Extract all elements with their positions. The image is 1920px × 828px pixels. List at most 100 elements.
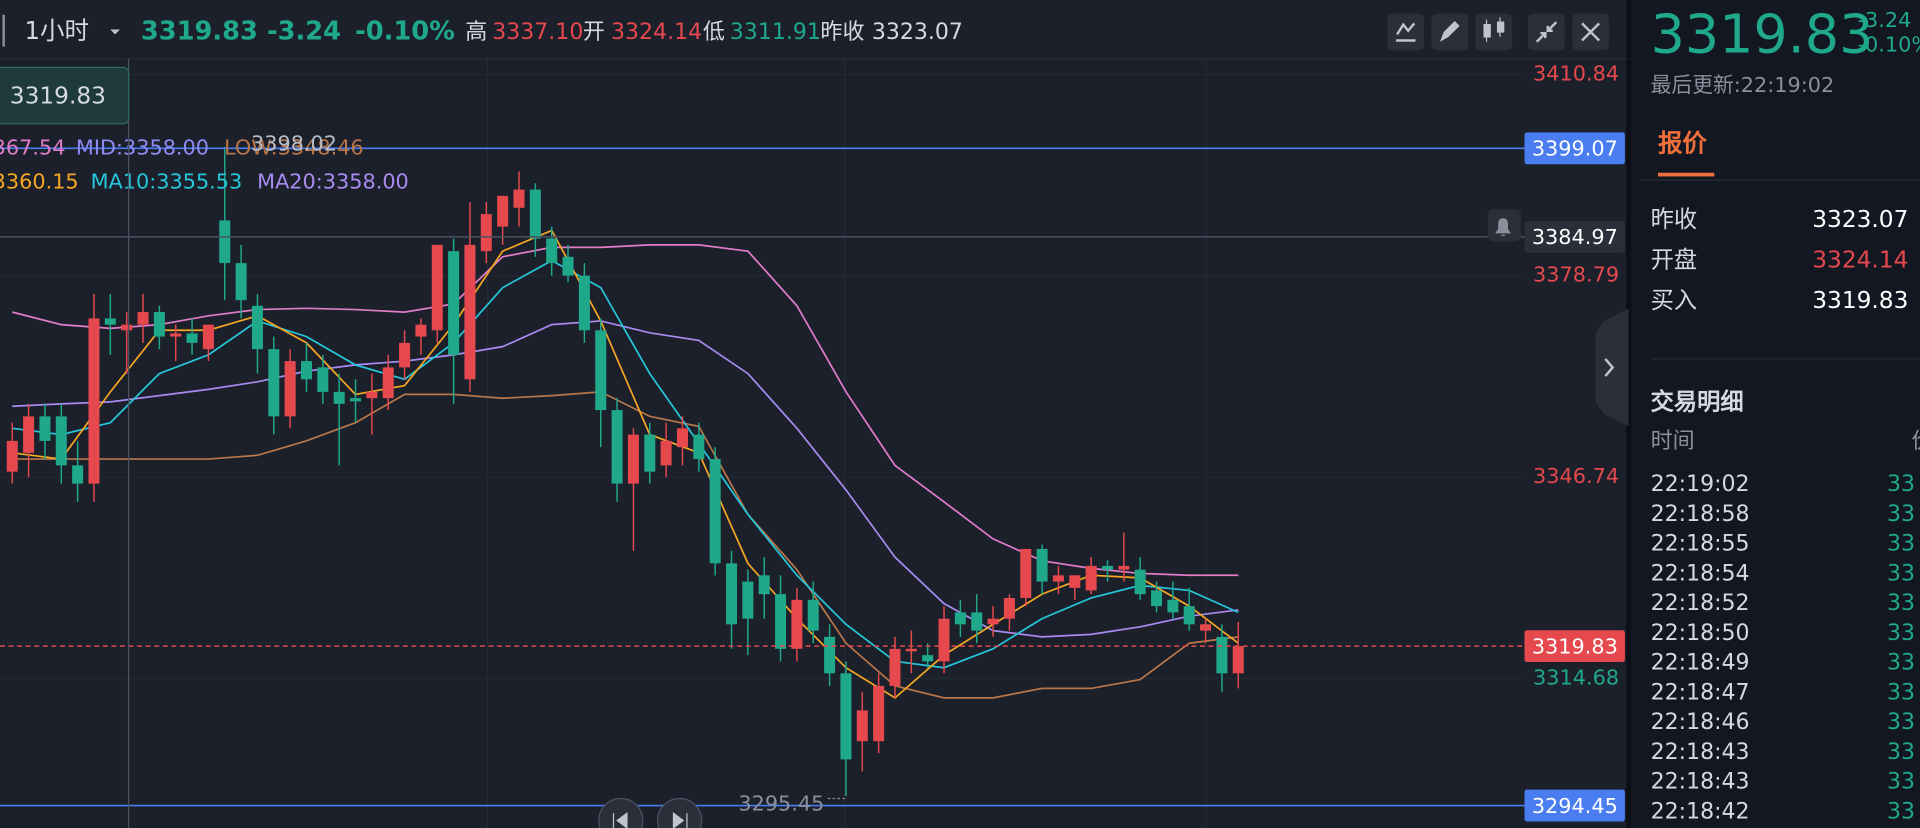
candle-body xyxy=(1003,597,1015,619)
candle-body xyxy=(873,685,885,742)
high-note: 3398.02 xyxy=(251,132,337,156)
legend-entry: 3360.15 xyxy=(0,170,79,194)
candle-body xyxy=(1036,548,1048,582)
legend-entry: MA10:3355.53 xyxy=(91,170,243,194)
candle-body xyxy=(1134,569,1146,595)
candle-body xyxy=(1216,636,1228,674)
candle-body xyxy=(840,673,852,760)
tab[interactable]: 报价 xyxy=(1658,129,1707,158)
candle-body xyxy=(366,391,378,399)
candle-body xyxy=(775,594,787,649)
candle-body xyxy=(497,195,509,227)
candle-body xyxy=(202,324,214,350)
trade-price: 33 xyxy=(1887,799,1915,824)
button[interactable] xyxy=(1475,13,1513,51)
low-label: 低 xyxy=(703,20,725,45)
candle-body xyxy=(513,189,525,208)
price-label: 3399.07 xyxy=(1532,137,1618,161)
candle-body xyxy=(121,324,133,331)
y-tick-label: 3346.74 xyxy=(1533,464,1619,488)
change: -3.24 xyxy=(267,16,341,46)
button[interactable] xyxy=(1387,13,1425,51)
trade-price: 33 xyxy=(1887,502,1915,527)
candle-body xyxy=(1200,624,1212,631)
icon xyxy=(1483,17,1505,42)
trade-time: 22:18:54 xyxy=(1651,561,1750,586)
candle-body xyxy=(611,410,623,484)
quote-value: 3319.83 xyxy=(1812,287,1908,314)
next-button[interactable] xyxy=(656,797,703,828)
candle-body xyxy=(1020,548,1032,598)
interval[interactable]: 1小时 xyxy=(24,16,89,45)
trade-time: 22:18:47 xyxy=(1651,680,1750,705)
candle-body xyxy=(39,416,51,441)
icon xyxy=(1581,22,1601,42)
panel-bg xyxy=(1631,0,1920,828)
icon xyxy=(1535,21,1558,43)
tab-underline xyxy=(1657,172,1715,177)
trades-title: 交易明细 xyxy=(1651,388,1744,415)
candle-body xyxy=(938,618,950,662)
panel-change: -3.24 xyxy=(1858,8,1912,32)
quote-value: 3323.07 xyxy=(1812,206,1908,233)
candle-body xyxy=(88,318,100,484)
panel-change-pct: -0.10% xyxy=(1858,32,1920,56)
candle-body xyxy=(905,648,917,652)
prev-button[interactable] xyxy=(598,797,644,828)
candle-body xyxy=(382,367,394,399)
candle-body xyxy=(791,599,803,649)
candle-body xyxy=(627,434,639,484)
trade-price: 33 xyxy=(1887,621,1915,646)
candle-body xyxy=(268,349,280,417)
chart-bg xyxy=(0,0,1631,828)
candle-body xyxy=(709,459,721,564)
bell-icon xyxy=(1495,218,1511,236)
candle-body xyxy=(1101,565,1113,570)
candle-body xyxy=(693,434,705,460)
candle-body xyxy=(464,244,476,380)
price-label-bg xyxy=(1524,789,1625,822)
trade-time: 22:18:58 xyxy=(1651,502,1750,527)
candle-body xyxy=(1183,606,1195,625)
candle-body xyxy=(676,428,688,448)
open-label: 开 xyxy=(583,20,605,45)
candle-body xyxy=(954,612,966,625)
trade-time: 22:18:43 xyxy=(1651,770,1750,795)
trade-time: 22:18:55 xyxy=(1651,532,1750,557)
plot: 3410.84 3378.79 3346.74 3314.68 3399.07 3384.… xyxy=(0,58,1625,828)
candle-body xyxy=(399,342,411,368)
candle-body xyxy=(480,214,492,252)
indicator-line xyxy=(12,390,1239,699)
price-label-bg xyxy=(1524,220,1625,253)
y-tick-label: 3378.79 xyxy=(1533,263,1619,287)
candle-body xyxy=(987,618,999,625)
candle-body xyxy=(6,440,18,472)
legend-entry: MA20:3358.00 xyxy=(257,170,409,194)
candle-body xyxy=(726,563,738,625)
crosshair-label: 3319.83 xyxy=(10,82,106,109)
trade-price: 33 xyxy=(1887,770,1915,795)
trade-time: 22:19:02 xyxy=(1651,472,1750,497)
high: 3337.10 xyxy=(492,20,583,45)
candle-body xyxy=(137,312,149,325)
interval-caret[interactable] xyxy=(110,29,120,35)
y-tick-label: 3314.68 xyxy=(1533,665,1619,689)
icon xyxy=(1440,20,1460,42)
candle-body xyxy=(1052,575,1064,582)
legend-entry: MID:3358.00 xyxy=(76,135,209,159)
chevron xyxy=(1604,358,1615,377)
trade-time: 22:18:46 xyxy=(1651,710,1750,735)
candle-body xyxy=(1232,646,1244,674)
candle-body xyxy=(807,599,819,631)
candle-body xyxy=(1151,590,1163,607)
col-price: 价 xyxy=(1911,429,1920,454)
candle-body xyxy=(186,333,198,343)
candle-body xyxy=(235,263,247,301)
candle-body xyxy=(415,324,427,337)
panel-lists: 昨收 3323.07 开盘 3324.14 买入 3319.83 22:19:02 33 22:… xyxy=(1651,206,1915,824)
legend-entry: LOW:3348.46 xyxy=(224,135,364,159)
price: 3319.83 xyxy=(141,16,258,46)
candle-body xyxy=(55,416,67,466)
candle-body xyxy=(72,465,84,484)
